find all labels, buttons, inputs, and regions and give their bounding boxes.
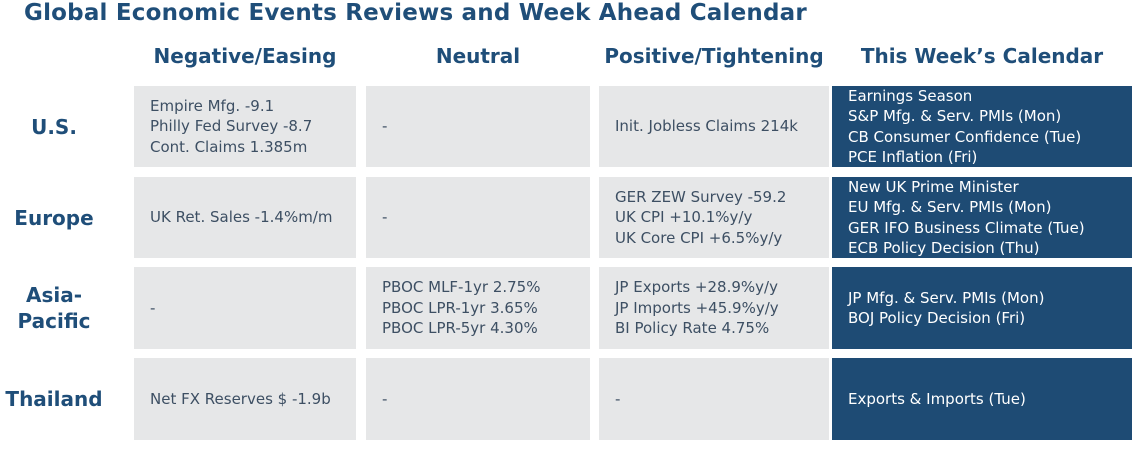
row-label-thailand: Thailand (0, 358, 108, 440)
cell-asia-pacific-negative: - (134, 267, 356, 349)
cell-us-calendar: Earnings Season S&P Mfg. & Serv. PMIs (Mo… (832, 86, 1132, 167)
cell-line: UK Core CPI +6.5%y/y (615, 228, 783, 247)
cell-line: JP Imports +45.9%y/y (615, 298, 779, 317)
cell-line: S&P Mfg. & Serv. PMIs (Mon) (848, 107, 1062, 125)
cell-europe-calendar: New UK Prime Minister EU Mfg. & Serv. PMI… (832, 177, 1132, 258)
row-label-line: U.S. (31, 114, 77, 139)
row-label-asia-pacific: Asia- Pacific (0, 267, 108, 349)
cell-line: EU Mfg. & Serv. PMIs (Mon) (848, 198, 1052, 216)
cell-thailand-negative: Net FX Reserves $ -1.9b (134, 358, 356, 440)
header-neutral: Neutral (435, 44, 521, 68)
row-label-line: Thailand (5, 387, 103, 411)
cell-line: PBOC LPR-1yr 3.65% (382, 298, 538, 317)
header-negative-easing: Negative/Easing (153, 44, 337, 68)
header-positive-tightening: Positive/Tightening (604, 44, 824, 68)
cell-thailand-calendar: Exports & Imports (Tue) (832, 358, 1132, 440)
cell-line: Exports & Imports (Tue) (848, 389, 1026, 408)
cell-line: Init. Jobless Claims 214k (615, 117, 798, 136)
cell-line: New UK Prime Minister (848, 177, 1019, 196)
cell-line: Philly Fed Survey -8.7 (150, 117, 313, 136)
row-label-text: U.S. (31, 114, 77, 140)
header-this-weeks-calendar: This Week’s Calendar (860, 44, 1104, 68)
row-label-europe: Europe (0, 177, 108, 258)
cell-us-neutral: - (366, 86, 590, 167)
cell-line: BOJ Policy Decision (Fri) (848, 309, 1026, 327)
cell-us-positive: Init. Jobless Claims 214k (599, 86, 829, 167)
row-label-us: U.S. (0, 86, 108, 167)
cell-thailand-positive: - (599, 358, 829, 440)
cell-line: PBOC MLF-1yr 2.75% (382, 278, 541, 297)
cell-line: UK CPI +10.1%y/y (615, 208, 753, 227)
cell-line: - (382, 389, 388, 408)
cell-line: PCE Inflation (Fri) (848, 148, 978, 166)
cell-line: Empire Mfg. -9.1 (150, 96, 275, 115)
row-label-text: Europe (14, 205, 93, 231)
cell-line: GER ZEW Survey -59.2 (615, 187, 787, 206)
cell-line: - (615, 389, 621, 408)
cell-line: Earnings Season (848, 86, 973, 105)
cell-asia-pacific-positive: JP Exports +28.9%y/y JP Imports +45.9%y/y… (599, 267, 829, 349)
cell-line: GER IFO Business Climate (Tue) (848, 218, 1085, 237)
row-label-line: Europe (14, 205, 94, 230)
cell-europe-positive: GER ZEW Survey -59.2 UK CPI +10.1%y/y UK C… (599, 177, 829, 258)
row-label-line: Pacific (17, 309, 91, 333)
cell-line: CB Consumer Confidence (Tue) (848, 127, 1082, 146)
cell-europe-neutral: - (366, 177, 590, 258)
cell-line: - (150, 298, 156, 317)
cell-thailand-neutral: - (366, 358, 590, 440)
cell-line: Cont. Claims 1.385m (150, 137, 308, 156)
cell-us-negative: Empire Mfg. -9.1 Philly Fed Survey -8.7 Co… (134, 86, 356, 167)
cell-line: PBOC LPR-5yr 4.30% (382, 319, 538, 338)
cell-asia-pacific-calendar: JP Mfg. & Serv. PMIs (Mon) BOJ Policy Dec… (832, 267, 1132, 349)
row-label-line: Asia- (25, 283, 83, 307)
cell-line: JP Exports +28.9%y/y (615, 278, 778, 297)
cell-europe-negative: UK Ret. Sales -1.4%m/m (134, 177, 356, 258)
row-label-text: Asia- Pacific (17, 282, 90, 334)
cell-line: - (382, 208, 388, 227)
cell-line: - (382, 117, 388, 136)
page-title: Global Economic Events Reviews and Week … (24, 0, 807, 26)
cell-line: JP Mfg. & Serv. PMIs (Mon) (848, 288, 1045, 307)
cell-line: UK Ret. Sales -1.4%m/m (150, 208, 333, 227)
row-label-text: Thailand (5, 386, 102, 412)
cell-line: BI Policy Rate 4.75% (615, 319, 770, 338)
cell-line: Net FX Reserves $ -1.9b (150, 389, 331, 408)
cell-asia-pacific-neutral: PBOC MLF-1yr 2.75% PBOC LPR-1yr 3.65% PBOC… (366, 267, 590, 349)
cell-line: ECB Policy Decision (Thu) (848, 239, 1040, 257)
